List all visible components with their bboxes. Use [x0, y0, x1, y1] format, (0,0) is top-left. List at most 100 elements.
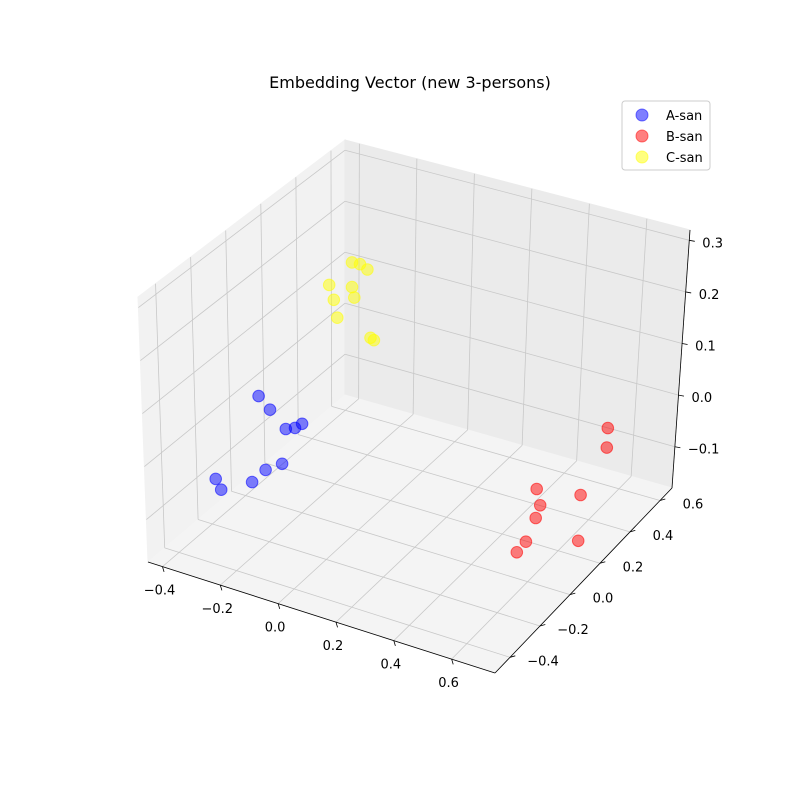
legend-label-a-san: A-san — [666, 109, 702, 124]
grid-line-x-back — [412, 158, 418, 415]
point-c-san — [345, 256, 359, 269]
z-tick-mark — [674, 446, 681, 449]
legend-marker-a-san — [635, 108, 649, 122]
y-tick-mark — [599, 561, 606, 564]
point-a-san — [263, 403, 277, 417]
x-axis-line — [147, 561, 496, 674]
grid-line-y-floor — [164, 547, 511, 658]
y-tick-mark — [659, 498, 666, 501]
point-a-san — [209, 472, 222, 486]
y-tick-mark — [509, 655, 516, 658]
grid-line-y-left — [190, 257, 199, 520]
x-tick-mark — [393, 640, 396, 646]
x-tick-label: 0.4 — [380, 658, 401, 673]
point-b-san — [574, 488, 587, 502]
y-tick-mark — [539, 624, 546, 627]
y-tick-mark — [569, 592, 576, 595]
point-c-san — [327, 293, 341, 307]
grid-line-z-back — [344, 302, 679, 396]
z-tick-mark — [689, 239, 695, 242]
grid-line-x-back — [576, 203, 590, 461]
point-b-san — [533, 499, 547, 512]
y-tick-label: −0.4 — [527, 654, 559, 669]
x-tick-label: 0.0 — [265, 621, 286, 636]
grid-line-z-left — [144, 302, 346, 467]
grid-line-z-left — [140, 200, 346, 361]
y-tick-label: 0.2 — [623, 560, 644, 575]
grid-line-x-back — [467, 173, 475, 430]
point-b-san — [519, 535, 533, 549]
grid-line-y-left — [225, 230, 232, 492]
grid-line-x-floor — [335, 445, 523, 623]
grid-line-y-left — [155, 283, 166, 548]
axes-lines — [147, 229, 691, 674]
point-c-san — [331, 311, 344, 325]
point-a-san — [245, 475, 259, 489]
point-a-san — [214, 483, 228, 497]
x-tick-label: −0.4 — [144, 584, 176, 599]
grid-line-z-back — [344, 251, 683, 344]
z-tick-mark — [682, 343, 688, 345]
grid-line-z-left — [142, 251, 346, 414]
z-tick-label: 0.1 — [695, 340, 716, 355]
point-a-san — [252, 389, 265, 403]
x-tick-mark — [277, 603, 281, 609]
grid-line-z-back — [344, 200, 686, 293]
y-tick-mark — [629, 530, 636, 533]
point-c-san — [361, 263, 374, 276]
point-b-san — [600, 441, 614, 454]
scatter-points — [209, 256, 615, 559]
grid-line-x-floor — [277, 429, 468, 604]
z-tick-mark — [678, 394, 685, 397]
point-b-san — [529, 511, 543, 525]
grid-line-x-floor — [393, 460, 577, 641]
grid-line-x-back — [630, 218, 648, 477]
y-tick-label: 0.6 — [683, 498, 704, 513]
grid-line-y-left — [295, 177, 299, 435]
chart-title: Embedding Vector (new 3-persons) — [269, 73, 551, 92]
legend-label-c-san: C-san — [666, 151, 703, 166]
grid-line-y-left — [260, 203, 266, 463]
y-tick-label: −0.2 — [557, 623, 589, 638]
x-tick-label: 0.2 — [323, 639, 344, 654]
z-tick-label: 0.2 — [699, 288, 720, 303]
grid-line-y-floor — [197, 519, 541, 627]
grid-line-y-floor — [298, 434, 631, 533]
point-c-san — [345, 280, 359, 294]
grid-line-x-floor — [451, 476, 632, 660]
x-tick-mark — [451, 659, 454, 665]
grid-line-x-back — [358, 143, 360, 399]
point-c-san — [322, 278, 336, 292]
grid-line-x-back — [521, 188, 533, 446]
x-tick-mark — [219, 585, 223, 591]
z-tick-label: −0.1 — [688, 443, 720, 458]
point-c-san — [364, 331, 377, 345]
z-tick-mark — [685, 291, 692, 294]
point-b-san — [530, 482, 544, 496]
point-b-san — [601, 421, 615, 435]
point-b-san — [510, 546, 524, 559]
y-tick-label: 0.4 — [653, 529, 674, 544]
legend: A-san B-san C-san — [621, 100, 711, 171]
grid-line-z-back — [344, 149, 690, 241]
grid-line-y-floor — [331, 405, 661, 501]
grid-line-z-left — [138, 149, 346, 308]
point-a-san — [275, 457, 289, 471]
z-tick-label: 0.3 — [702, 236, 723, 251]
point-c-san — [348, 291, 361, 304]
grid-line-x-floor — [162, 398, 359, 567]
x-tick-mark — [335, 622, 338, 628]
legend-marker-c-san — [635, 150, 649, 164]
y-tick-label: 0.0 — [593, 592, 614, 607]
y-axis-line — [494, 487, 673, 674]
z-tick-label: 0.0 — [692, 391, 713, 406]
x-tick-label: −0.2 — [202, 602, 234, 617]
x-tick-mark — [162, 566, 165, 572]
x-tick-label: 0.6 — [438, 676, 459, 691]
axes-grid — [138, 143, 690, 660]
grid-line-y-floor — [231, 490, 571, 595]
grid-line-y-floor — [264, 462, 601, 564]
point-b-san — [571, 534, 585, 548]
grid-line-y-left — [330, 150, 333, 407]
